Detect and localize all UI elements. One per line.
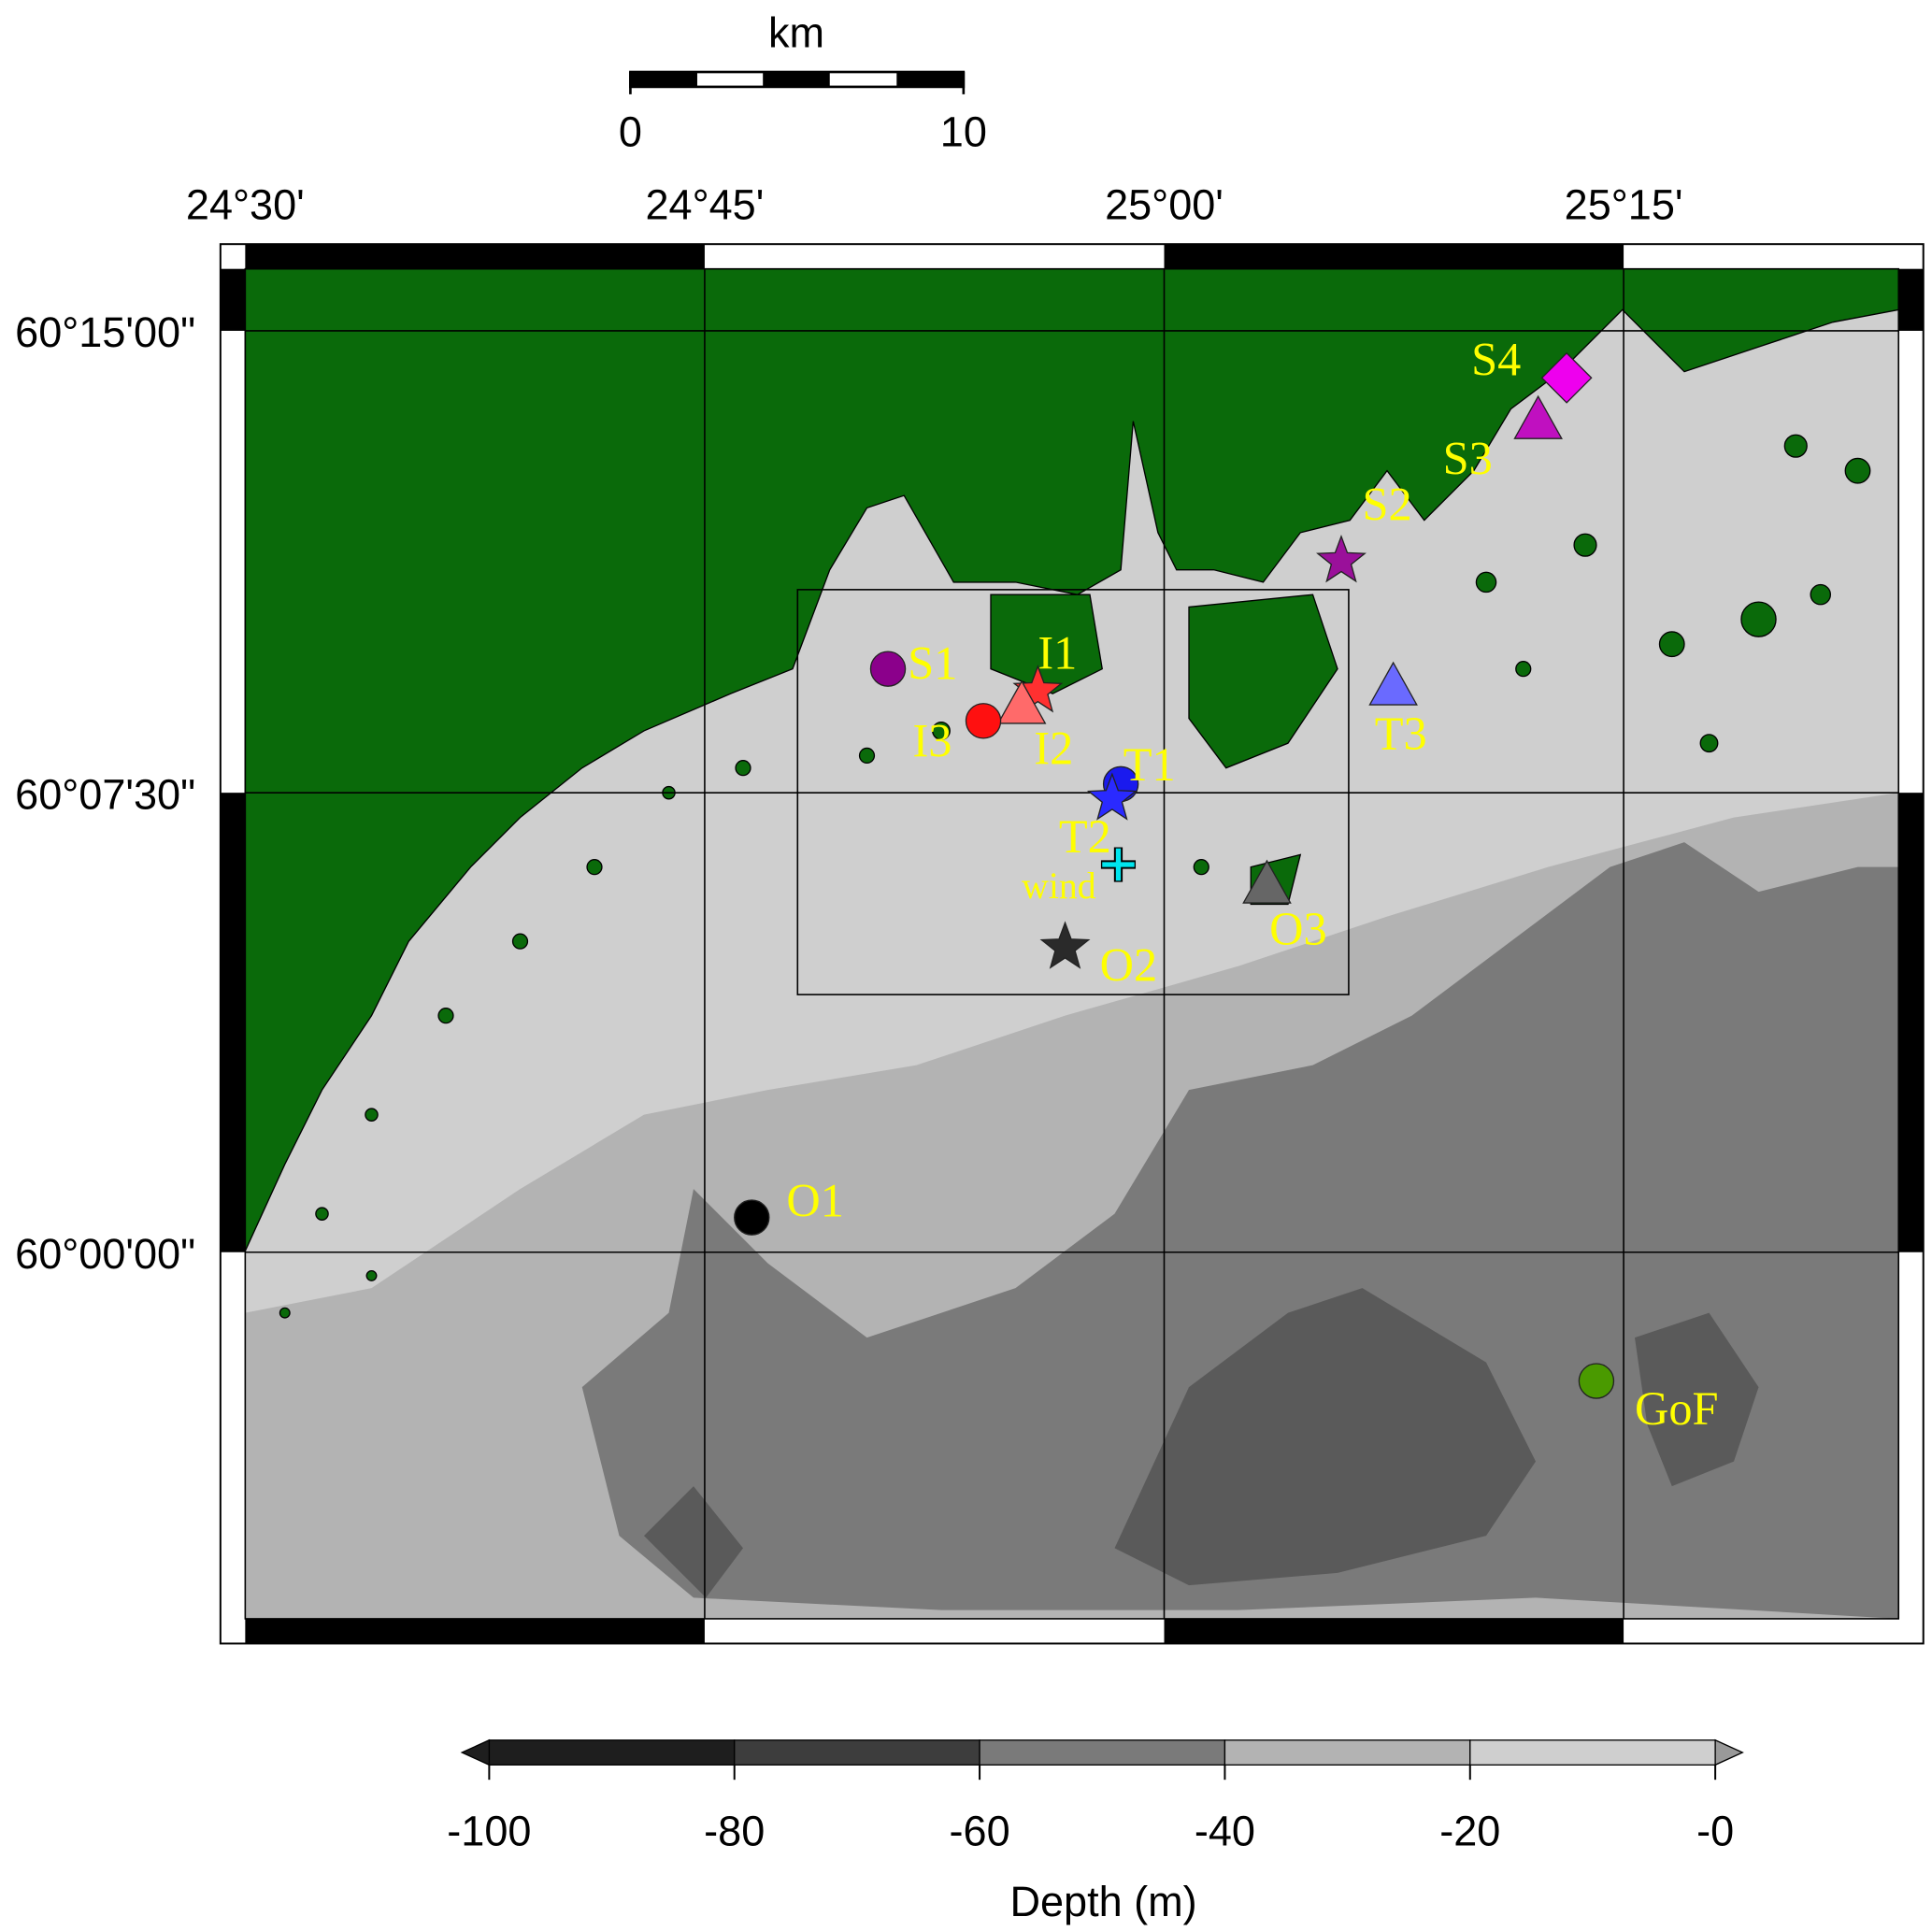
- study-area-box: [796, 589, 1350, 995]
- lat-label: 60°07'30": [15, 770, 195, 818]
- scale-tick-0: 0: [619, 108, 642, 156]
- station-label-s4: S4: [1471, 334, 1521, 386]
- lon-label: 25°00': [1105, 181, 1224, 229]
- colorbar-tick-label: -20: [1439, 1807, 1500, 1854]
- lon-label: 24°45': [646, 181, 765, 229]
- station-label-t3: T3: [1375, 708, 1427, 760]
- colorbar: -100 -80 -60 -40 -20 -0: [447, 1738, 1744, 1854]
- station-marker-i2: [996, 679, 1047, 724]
- station-marker-o2: [1039, 921, 1091, 969]
- colorbar-tick-label: -80: [704, 1807, 765, 1854]
- station-label-s2: S2: [1362, 479, 1411, 531]
- scale-bar: [629, 70, 966, 94]
- colorbar-tick-label: -0: [1696, 1807, 1734, 1854]
- colorbar-tick-label: -100: [447, 1807, 531, 1854]
- station-label-i1: I1: [1038, 627, 1077, 679]
- station-label-o1: O1: [786, 1174, 844, 1226]
- colorbar-segment: [1224, 1739, 1471, 1766]
- colorbar-segment: [488, 1739, 736, 1766]
- station-label-gof: GoF: [1635, 1382, 1719, 1435]
- station-marker-o3: [1242, 859, 1292, 904]
- station-label-o2: O2: [1100, 939, 1158, 992]
- colorbar-segment: [734, 1739, 980, 1766]
- station-marker-i3: [965, 703, 1002, 739]
- station-label-s3: S3: [1443, 433, 1493, 485]
- station-label-o3: O3: [1269, 903, 1327, 955]
- colorbar-title: Depth (m): [1009, 1878, 1196, 1925]
- station-label-wind: wind: [1022, 865, 1096, 907]
- colorbar-segment: [1469, 1739, 1716, 1766]
- station-label-t2: T2: [1059, 810, 1111, 863]
- station-marker-t2: [1086, 772, 1138, 821]
- station-label-i3: I3: [913, 715, 952, 767]
- station-label-t1: T1: [1123, 738, 1176, 791]
- lon-label: 25°15': [1565, 181, 1683, 229]
- colorbar-tick-label: -40: [1195, 1807, 1255, 1854]
- station-marker-s1: [869, 651, 907, 687]
- station-marker-s4: [1540, 351, 1593, 404]
- station-marker-gof: [1578, 1363, 1615, 1399]
- station-label-s1: S1: [908, 637, 957, 689]
- station-marker-t3: [1368, 661, 1418, 706]
- station-marker-s2: [1316, 534, 1367, 583]
- lat-label: 60°15'00": [15, 308, 195, 356]
- station-marker-s3: [1513, 394, 1563, 439]
- land: [244, 268, 1899, 1319]
- grid: [244, 267, 1900, 1620]
- colorbar-extend-low: [460, 1738, 491, 1767]
- wind-cross-marker: [1100, 847, 1137, 882]
- station-marker-o1: [734, 1199, 770, 1236]
- colorbar-segment: [979, 1739, 1226, 1766]
- colorbar-extend-high: [1714, 1738, 1744, 1767]
- scale-tick-10: 10: [940, 108, 987, 156]
- colorbar-tick-label: -60: [950, 1807, 1010, 1854]
- station-label-i2: I2: [1034, 722, 1073, 775]
- lat-label: 60°00'00": [15, 1230, 195, 1278]
- lon-label: 24°30': [186, 181, 305, 229]
- scale-bar-unit: km: [768, 9, 824, 57]
